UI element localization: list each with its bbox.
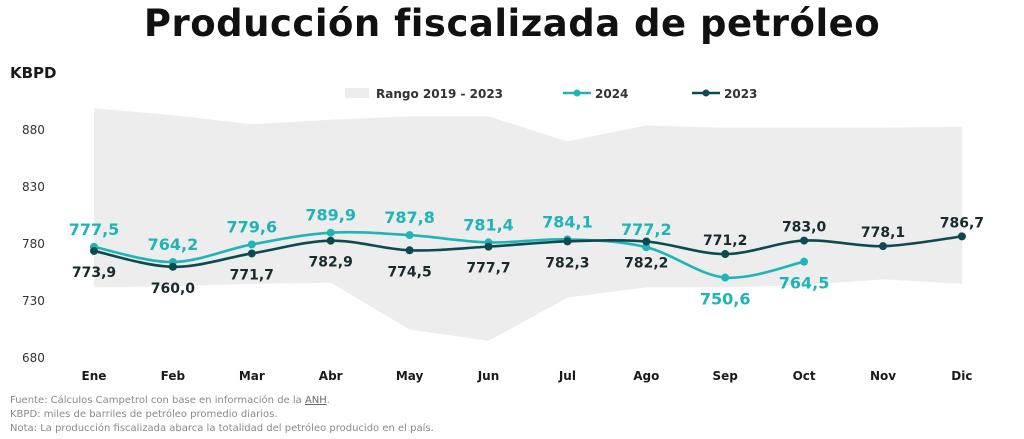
- data-label-2024: 764,2: [148, 235, 199, 254]
- y-axis-unit-label: KBPD: [10, 64, 57, 82]
- point-2024: [642, 243, 651, 252]
- data-label-2024: 784,1: [542, 212, 593, 231]
- y-tick-label: 880: [22, 123, 45, 137]
- data-label-2023: 782,9: [309, 255, 353, 271]
- data-label-2024: 777,2: [621, 220, 672, 239]
- point-2023: [800, 236, 809, 245]
- point-2023: [247, 249, 256, 258]
- legend-range-label: Rango 2019 - 2023: [376, 87, 503, 101]
- data-label-2023: 771,7: [230, 267, 274, 283]
- x-tick-label: Feb: [161, 369, 186, 383]
- point-2024: [405, 231, 414, 240]
- source-suffix: .: [326, 395, 330, 406]
- data-label-2023: 783,0: [782, 220, 827, 236]
- point-2024: [800, 257, 809, 266]
- x-tick-label: Dic: [951, 369, 972, 383]
- x-tick-label: Jul: [558, 369, 576, 383]
- line-chart: 680 730 780 830 880 Ene Feb Mar Abr May Jun Jul Ago S…: [22, 87, 984, 383]
- point-2023: [563, 237, 572, 246]
- x-tick-label: Jun: [477, 369, 500, 383]
- legend-marker-2023: [702, 89, 710, 97]
- anh-link[interactable]: ANH: [304, 395, 327, 406]
- point-2023: [90, 246, 98, 255]
- point-2023: [642, 237, 651, 246]
- point-2024: [326, 228, 335, 237]
- legend-range-swatch: [345, 88, 369, 98]
- y-tick-label: 730: [22, 294, 45, 308]
- data-label-2024: 789,9: [305, 206, 356, 225]
- data-label-2023: 774,5: [387, 264, 431, 280]
- data-label-2023: 778,1: [861, 225, 905, 241]
- data-label-2024: 787,8: [384, 208, 435, 227]
- data-label-2023: 782,2: [624, 255, 668, 271]
- point-2023: [326, 236, 335, 245]
- data-label-2024: 779,6: [226, 217, 277, 236]
- x-tick-label: Mar: [239, 369, 265, 383]
- point-2024: [247, 240, 256, 249]
- data-label-2024: 777,5: [69, 220, 120, 239]
- x-tick-label: Nov: [870, 369, 896, 383]
- point-2023: [879, 242, 887, 251]
- y-tick-label: 780: [22, 237, 45, 251]
- point-2023: [405, 246, 414, 255]
- legend-label-2023: 2023: [724, 87, 757, 101]
- data-label-2023: 771,2: [703, 233, 747, 249]
- legend-label-2024: 2024: [595, 87, 628, 101]
- x-tick-label: Oct: [793, 369, 816, 383]
- point-2023: [168, 262, 177, 271]
- series-line-2024: [93, 230, 805, 280]
- kbpd-note: KBPD: miles de barriles de petróleo prom…: [10, 409, 278, 420]
- legend-marker-2024: [573, 89, 581, 97]
- x-tick-label: Ene: [82, 369, 107, 383]
- data-label-2023: 777,7: [466, 261, 510, 277]
- x-tick-label: Sep: [713, 369, 739, 383]
- point-2024: [721, 273, 730, 282]
- x-tick-label: May: [396, 369, 424, 383]
- point-2023: [721, 250, 730, 259]
- source-text: Fuente: Cálculos Campetrol con base en i…: [10, 395, 305, 406]
- x-tick-label: Abr: [319, 369, 343, 383]
- data-label-2023: 760,0: [151, 281, 196, 297]
- data-label-2024: 764,5: [779, 274, 830, 293]
- footnotes: Fuente: Cálculos Campetrol con base en i…: [10, 394, 434, 436]
- data-label-2023: 773,9: [72, 265, 116, 281]
- data-label-2023: 786,7: [940, 215, 984, 231]
- y-tick-label: 830: [22, 180, 45, 194]
- scope-note: Nota: La producción fiscalizada abarca l…: [10, 423, 434, 434]
- range-band: [94, 108, 962, 341]
- point-2023: [484, 242, 493, 251]
- chart-title: Producción fiscalizada de petróleo: [143, 2, 881, 45]
- source-note: Fuente: Cálculos Campetrol con base en i…: [10, 394, 434, 408]
- data-label-2024: 781,4: [463, 215, 514, 234]
- x-tick-label: Ago: [633, 369, 659, 383]
- data-label-2023: 782,3: [545, 255, 589, 271]
- point-2023: [957, 232, 966, 241]
- data-label-2024: 750,6: [700, 290, 751, 309]
- y-tick-label: 680: [22, 351, 45, 365]
